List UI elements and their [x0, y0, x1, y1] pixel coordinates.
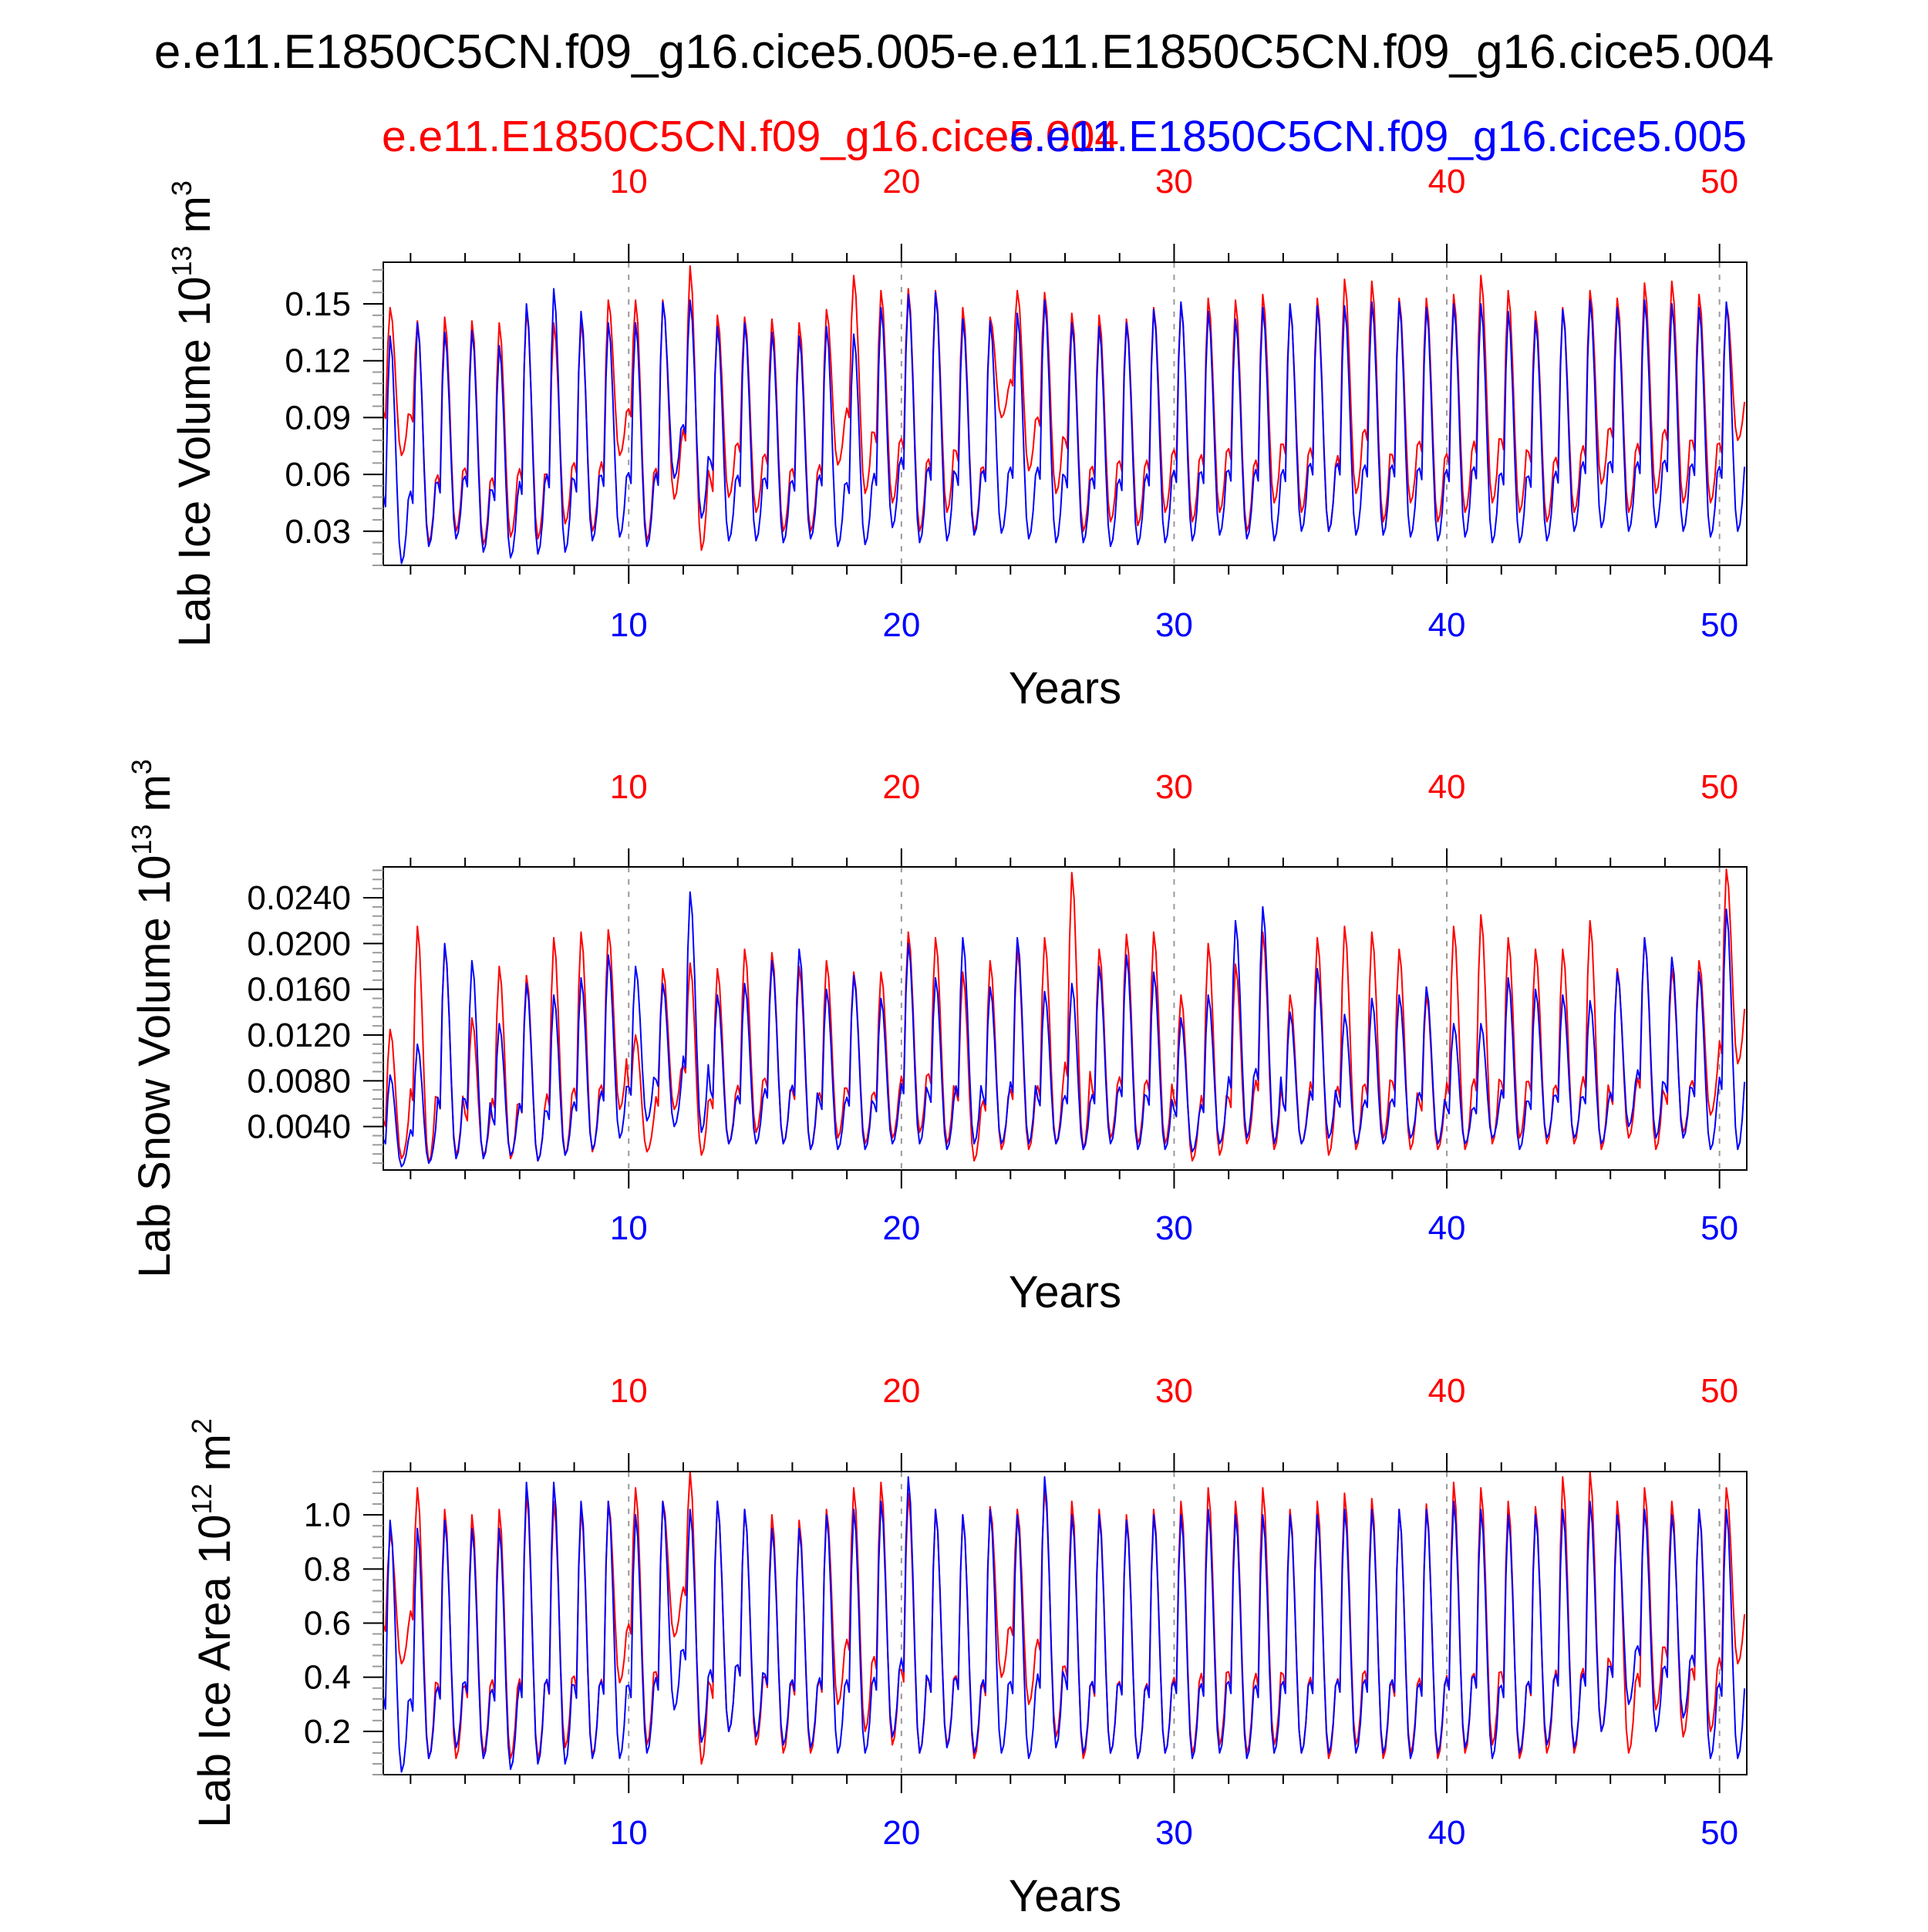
x-tick-label-top: 40: [1428, 163, 1466, 201]
x-tick-label-bottom: 20: [882, 1209, 920, 1247]
series-line-blue: [383, 1476, 1746, 1773]
y-tick-label: 0.0080: [247, 1062, 351, 1100]
x-tick-label-bottom: 50: [1700, 1814, 1738, 1852]
series-line-red: [383, 265, 1746, 551]
x-tick-label-top: 50: [1700, 1372, 1738, 1410]
x-tick-label-top: 30: [1155, 163, 1193, 201]
y-axis-title: Lab Ice Volume 1013 m3: [166, 180, 220, 647]
y-tick-label: 0.8: [304, 1550, 351, 1588]
panel-snow-volume: 10 10 20 20 30 30 40 40 50 50 0.0040 0.0080 0.0120 0.…: [126, 759, 1748, 1317]
x-tick-label-top: 50: [1700, 163, 1738, 201]
y-axis-title-unit-exp: 3: [166, 180, 197, 196]
x-tick-label-bottom: 10: [610, 1209, 648, 1247]
x-axis-title: Years: [1009, 663, 1121, 713]
x-tick-label-top: 40: [1428, 768, 1466, 806]
y-tick-label: 0.0160: [247, 971, 351, 1009]
y-axis-title-exp: 12: [186, 1484, 217, 1515]
x-tick-label-bottom: 40: [1428, 1814, 1466, 1852]
series-line-blue: [383, 288, 1746, 565]
x-tick-label-bottom: 40: [1428, 606, 1466, 644]
x-tick-label-top: 10: [610, 163, 648, 201]
plot-frame: [383, 261, 1748, 566]
plot-frame: [383, 1471, 1748, 1775]
y-tick-label: 0.15: [285, 285, 351, 323]
y-tick-label: 0.06: [285, 456, 351, 494]
y-axis-title-unit-exp: 3: [126, 759, 157, 774]
x-tick-label-top: 20: [882, 1372, 920, 1410]
y-tick-label: 0.0200: [247, 925, 351, 963]
y-axis-title-main: Lab Ice Volume 10: [170, 277, 220, 647]
y-axis-title-exp: 13: [166, 245, 197, 276]
panel-ice-area: 10 10 20 20 30 30 40 40 50 50 0.2 0.4 0.6 0.8 1.0 Years…: [186, 1372, 1748, 1921]
plot-frame: [383, 866, 1748, 1171]
x-tick-label-top: 50: [1700, 768, 1738, 806]
x-tick-label-bottom: 40: [1428, 1209, 1466, 1247]
x-tick-label-bottom: 30: [1155, 1209, 1193, 1247]
figure-title: e.e11.E1850C5CN.f09_g16.cice5.005-e.e11.…: [154, 25, 1774, 79]
x-tick-label-top: 10: [610, 1372, 648, 1410]
x-tick-label-bottom: 20: [882, 1814, 920, 1852]
x-tick-label-bottom: 10: [610, 1814, 648, 1852]
x-tick-label-bottom: 30: [1155, 606, 1193, 644]
legend-red: e.e11.E1850C5CN.f09_g16.cice5.004: [382, 112, 1119, 161]
series-line-blue: [383, 891, 1746, 1168]
y-tick-label: 0.09: [285, 399, 351, 437]
x-tick-label-top: 30: [1155, 1372, 1193, 1410]
legend-blue: e.e11.E1850C5CN.f09_g16.cice5.005: [1010, 112, 1747, 161]
y-axis-title-unit-exp: 2: [186, 1418, 217, 1434]
x-axis-title: Years: [1009, 1267, 1121, 1317]
x-tick-label-top: 30: [1155, 768, 1193, 806]
y-axis-title: Lab Snow Volume 1013 m3: [126, 759, 180, 1278]
x-tick-label-bottom: 20: [882, 606, 920, 644]
x-axis-title: Years: [1009, 1871, 1121, 1921]
y-tick-label: 0.0120: [247, 1017, 351, 1054]
y-axis-title-unit: m: [130, 774, 180, 824]
y-axis-title-main: Lab Snow Volume 10: [130, 855, 180, 1278]
x-tick-label-bottom: 50: [1700, 1209, 1738, 1247]
x-tick-label-top: 10: [610, 768, 648, 806]
x-tick-label-top: 40: [1428, 1372, 1466, 1410]
y-axis-title-main: Lab Ice Area 10: [190, 1515, 240, 1828]
y-tick-label: 0.03: [285, 513, 351, 551]
x-tick-label-top: 20: [882, 163, 920, 201]
y-tick-label: 0.0040: [247, 1108, 351, 1146]
y-axis-title-unit: m: [170, 196, 220, 245]
series-line-red: [383, 868, 1746, 1165]
y-tick-label: 0.12: [285, 342, 351, 380]
y-axis-title-unit: m: [190, 1434, 240, 1483]
x-tick-label-top: 20: [882, 768, 920, 806]
y-tick-label: 0.0240: [247, 879, 351, 917]
y-tick-label: 1.0: [304, 1496, 351, 1534]
x-tick-label-bottom: 50: [1700, 606, 1738, 644]
y-tick-label: 0.4: [304, 1659, 351, 1697]
y-tick-label: 0.6: [304, 1605, 351, 1643]
y-axis-title: Lab Ice Area 1012 m2: [186, 1418, 240, 1828]
panel-ice-volume: 10 10 20 20 30 30 40 40 50 50 0.03 0.06 0.09 0.12 0.15…: [166, 163, 1748, 713]
y-axis-title-exp: 13: [126, 824, 157, 855]
y-tick-label: 0.2: [304, 1713, 351, 1751]
panels: 10 10 20 20 30 30 40 40 50 50 0.03 0.06 0.09 0.12 0.15…: [126, 163, 1748, 1921]
x-tick-label-bottom: 30: [1155, 1814, 1193, 1852]
x-tick-label-bottom: 10: [610, 606, 648, 644]
